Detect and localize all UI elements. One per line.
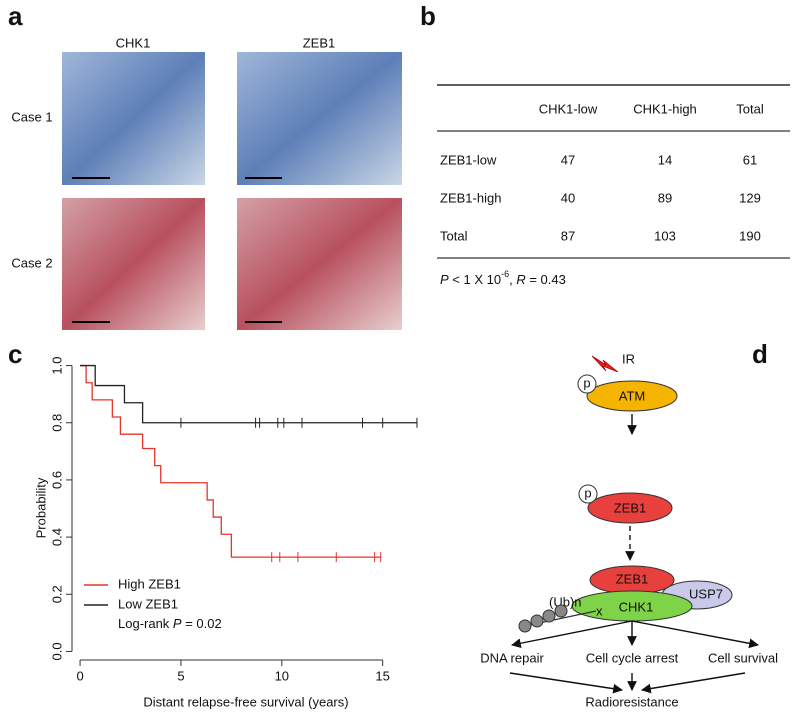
legend-label: High ZEB1 <box>118 576 181 591</box>
table-cell: 14 <box>658 152 672 167</box>
y-tick-label: 1.0 <box>49 357 64 375</box>
table-cell: 47 <box>561 152 575 167</box>
y-tick-label: 0.8 <box>49 414 64 432</box>
table: CHK1-low CHK1-high Total ZEB1-low 47 14 61 ZEB1… <box>440 101 764 243</box>
y-tick-label: 0.2 <box>49 585 64 603</box>
node-label: ATM <box>619 388 645 403</box>
row-label: Case 1 <box>11 109 52 124</box>
panel-label: a <box>8 1 23 31</box>
zeb1-node <box>587 492 673 524</box>
panel-label: d <box>752 339 768 369</box>
y-axis-title: Probability <box>33 477 48 538</box>
node-label: p <box>584 485 591 500</box>
y-tick-label: 0.6 <box>49 471 64 489</box>
micrograph <box>237 198 402 330</box>
note-part: -6 <box>501 269 509 279</box>
ir-bolt <box>591 355 619 373</box>
table-cell: 129 <box>739 190 761 205</box>
km-chart: 0.0 0.2 0.4 0.6 0.8 1.0 0 5 10 15 Distant relapse-… <box>33 357 418 709</box>
table-cell: 190 <box>739 228 761 243</box>
micrograph <box>62 52 205 185</box>
y-tick-label: 0.4 <box>49 528 64 546</box>
note-part: R <box>516 272 525 287</box>
column-label: CHK1 <box>116 35 151 50</box>
table-header: CHK1-high <box>633 101 697 116</box>
panel-label: c <box>8 339 22 369</box>
survival-curve <box>80 364 417 424</box>
note-part: = 0.43 <box>526 272 566 287</box>
stat-note: P < 1 X 10-6, R = 0.43 <box>440 269 566 287</box>
node-label: CHK1 <box>619 599 654 614</box>
table-header: CHK1-low <box>539 101 598 116</box>
node-label: (Ub)n <box>549 594 582 609</box>
x-axis-title: Distant relapse-free survival (years) <box>143 694 348 709</box>
survival-curve <box>80 364 381 558</box>
table-cell: 61 <box>743 152 757 167</box>
column-label: ZEB1 <box>303 35 336 50</box>
phospho <box>578 484 598 504</box>
arrow <box>511 620 633 649</box>
node-label: IR <box>622 351 635 366</box>
row-label: Case 2 <box>11 255 52 270</box>
ubiquitin <box>530 614 544 628</box>
node-label: x <box>596 603 603 618</box>
outcome: Cell cycle arrest <box>586 650 679 665</box>
panel-label: b <box>420 1 436 31</box>
outcome: Cell survival <box>708 650 778 665</box>
micrograph <box>62 198 205 330</box>
node-label: p <box>583 375 590 390</box>
arrow <box>509 672 623 694</box>
note-part: P <box>440 272 449 287</box>
ubiquitin <box>518 619 532 633</box>
row-label: ZEB1-high <box>440 190 501 205</box>
node-label: ZEB1 <box>614 500 647 515</box>
note-part: , <box>509 272 516 287</box>
outcome: DNA repair <box>480 650 544 665</box>
annotation-part: P <box>173 616 182 631</box>
y-tick-label: 0.0 <box>49 642 64 660</box>
ubiquitin <box>542 609 556 623</box>
micrograph <box>237 52 402 185</box>
annotation-part: = 0.02 <box>182 616 222 631</box>
result: Radioresistance <box>585 694 678 709</box>
annotation-part: Log-rank <box>118 616 173 631</box>
note-part: < 1 X 10 <box>449 272 501 287</box>
x-tick-label: 15 <box>375 668 389 683</box>
table-cell: 87 <box>561 228 575 243</box>
x-tick-label: 5 <box>177 668 184 683</box>
row-label: Total <box>440 228 468 243</box>
ubiquitin <box>554 604 568 618</box>
table-cell: 40 <box>561 190 575 205</box>
row-label: ZEB1-low <box>440 152 497 167</box>
arrow <box>631 620 759 649</box>
annotation: Log-rank P = 0.02 <box>118 616 222 631</box>
x-tick-label: 10 <box>275 668 289 683</box>
phospho <box>577 374 597 394</box>
table-header: Total <box>736 101 764 116</box>
legend-label: Low ZEB1 <box>118 596 178 611</box>
arrow <box>641 672 746 694</box>
atm-node <box>586 380 678 412</box>
table-cell: 89 <box>658 190 672 205</box>
node-label: USP7 <box>689 586 723 601</box>
node-label: ZEB1 <box>616 571 649 586</box>
table-cell: 103 <box>654 228 676 243</box>
x-tick-label: 0 <box>76 668 83 683</box>
